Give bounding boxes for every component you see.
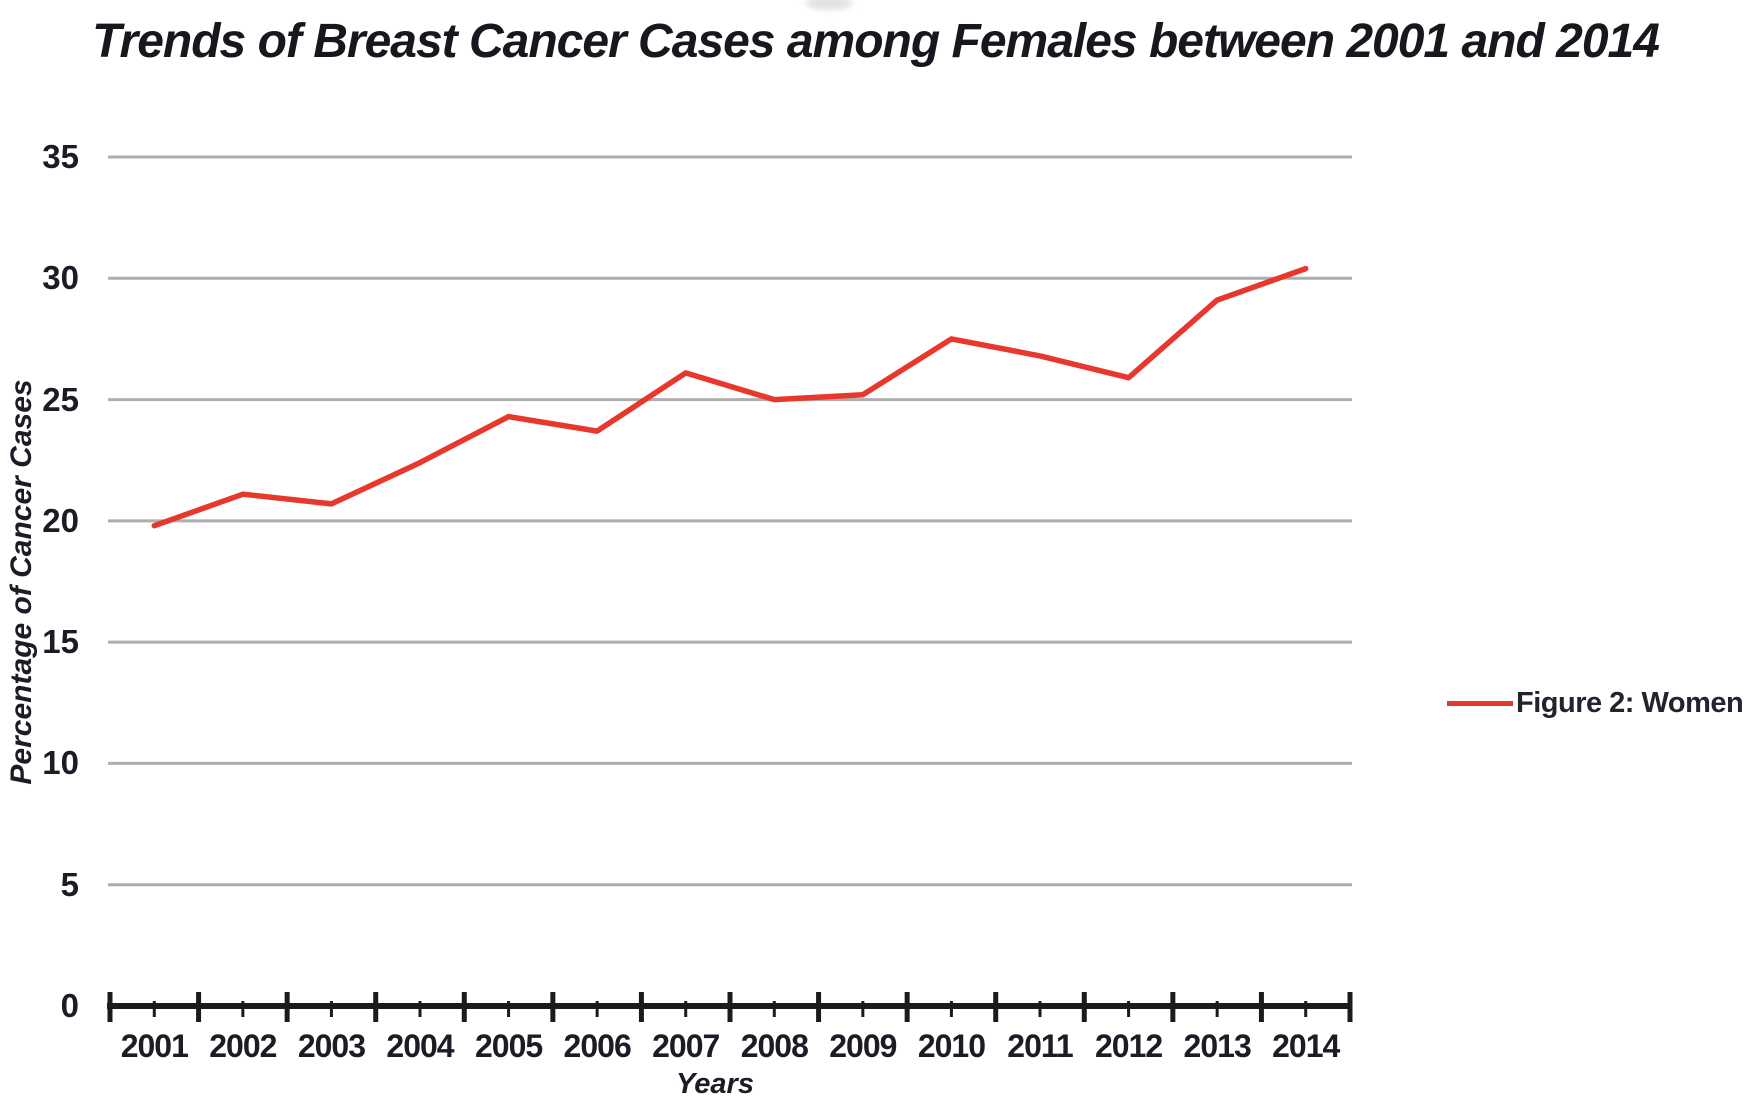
- x-tick-label: 2004: [386, 1028, 454, 1064]
- x-tick-label: 2013: [1183, 1028, 1252, 1064]
- x-tick-label: 2006: [563, 1028, 632, 1064]
- x-tick-label: 2007: [652, 1028, 720, 1064]
- y-tick-label: 25: [42, 380, 79, 418]
- y-tick-label: 30: [42, 259, 79, 297]
- data-line: [151, 265, 1309, 529]
- legend: Figure 2: Women: [1447, 686, 1744, 720]
- y-tick-label: 20: [42, 501, 79, 539]
- x-tick-label: 2008: [740, 1028, 809, 1064]
- x-tick-label: 2010: [917, 1028, 986, 1064]
- y-tick-label: 15: [42, 623, 79, 661]
- y-tick-label: 5: [60, 865, 79, 903]
- y-tick-label: 35: [42, 138, 79, 175]
- x-tick-label: 2003: [297, 1028, 366, 1064]
- x-tick-label: 2005: [474, 1028, 543, 1064]
- x-tick-label: 2014: [1272, 1028, 1340, 1064]
- x-tick-label: 2002: [209, 1028, 277, 1064]
- legend-label: Figure 2: Women: [1516, 686, 1744, 719]
- x-tick-label: 2001: [120, 1028, 189, 1064]
- chart-title: Trends of Breast Cancer Cases among Fema…: [92, 15, 1660, 68]
- scan-artifact: [805, 0, 853, 10]
- x-tick-label: 2009: [829, 1028, 897, 1064]
- x-axis-title: Years: [676, 1068, 754, 1100]
- x-tick-label: 2012: [1094, 1028, 1163, 1064]
- y-tick-label: 10: [42, 744, 79, 782]
- legend-line-swatch: [1447, 700, 1513, 706]
- x-tick-label: 2011: [1007, 1028, 1073, 1064]
- y-tick-label: 0: [60, 987, 79, 1024]
